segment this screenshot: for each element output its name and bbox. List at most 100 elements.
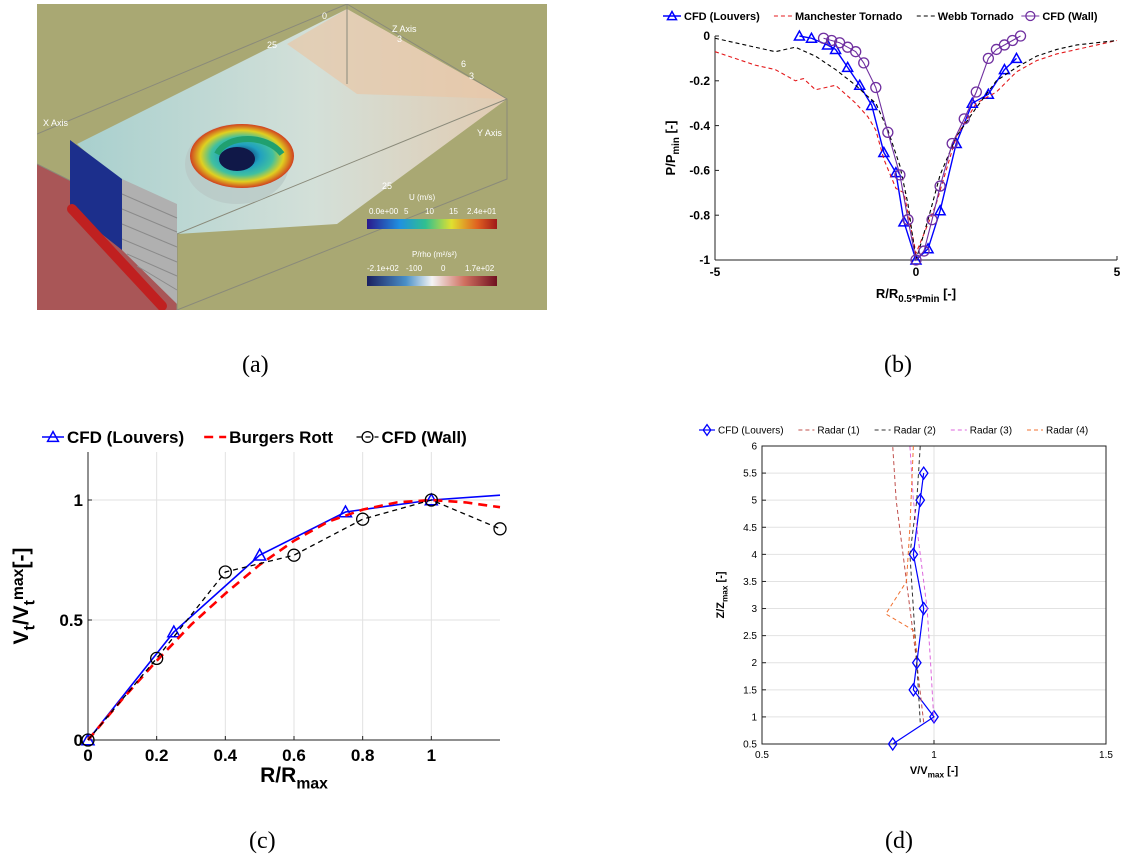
legend-label-3: Radar (3)	[970, 426, 1012, 437]
x-tick-label-4: 0.8	[351, 746, 375, 765]
series-2-point-3	[287, 548, 301, 562]
series-3-point-4	[850, 46, 862, 58]
legend-label-1: Radar (1)	[817, 426, 859, 437]
x-tick-label-3: 0.6	[282, 746, 306, 765]
series-0-point-14	[966, 96, 979, 108]
series-3-point-15	[958, 113, 970, 125]
y-tick-3: 3	[469, 71, 474, 81]
x-axis-label: X Axis	[43, 118, 69, 128]
series-0-point-15	[982, 87, 995, 99]
y-tick-label-1: 1	[751, 712, 757, 723]
x-tick-label-5: 1	[427, 746, 436, 765]
series-2-point-4	[356, 512, 370, 526]
colorbar-u-tick-2: 10	[425, 207, 434, 216]
y-tick-label-3: -0.4	[689, 119, 710, 133]
series-line-3	[823, 35, 1021, 262]
legend-label-2: CFD (Wall)	[382, 428, 467, 447]
legend-marker-0	[46, 430, 60, 443]
colorbar-u-tick-1: 5	[404, 207, 409, 216]
series-0	[80, 492, 501, 746]
legend-marker-0	[702, 423, 712, 437]
y-tick-label-3: 2	[751, 658, 757, 669]
series-0-point-2	[821, 38, 834, 50]
x-tick-label-0: 0.5	[755, 750, 769, 761]
legend-label-3: CFD (Wall)	[1042, 11, 1098, 23]
vortex-arm	[214, 136, 285, 157]
series-3-point-9	[902, 214, 914, 226]
series-0-point-10	[909, 253, 923, 265]
y-tick-label-1: 0.5	[59, 611, 83, 630]
colorbar-u	[367, 219, 497, 229]
series-line-1	[87, 498, 501, 741]
series-0-point-1	[166, 624, 182, 638]
x-tick-25-mid: 25	[382, 181, 392, 191]
series-0-point-12	[933, 204, 947, 216]
x-axis-title: R/Rmax	[260, 764, 328, 792]
legend-label-4: Radar (4)	[1046, 426, 1088, 437]
series-3-point-17	[982, 52, 995, 65]
colorbar-p-tick-1: -100	[406, 264, 423, 273]
series-3-point-8	[894, 169, 906, 181]
series-3-point-0	[817, 32, 830, 44]
series-4	[885, 445, 918, 652]
colorbar-p-tick-2: 0	[441, 264, 446, 273]
colorbar-p-tick-0: -2.1e+02	[367, 264, 399, 273]
y-tick-label-2: 1	[74, 491, 83, 510]
legend-marker-2	[361, 430, 374, 444]
grid-lines	[761, 445, 1107, 745]
series-2-point-5	[424, 493, 438, 507]
x-axis-title: R/R0.5*Pmin [-]	[876, 286, 956, 305]
grid-lines	[87, 452, 500, 741]
colorbar-u-title: U (m/s)	[409, 193, 436, 202]
chart-b-pressure-profile: -5 0 5 -1 -0.8 -0.6 -0.4 -0.2 0 R/R0.5*Pmin [-] P/…	[663, 9, 1121, 305]
z-axis-label: Z Axis	[392, 24, 417, 34]
colorbar-p-title: P/rho (m²/s²)	[412, 250, 457, 259]
series-0-point-4	[918, 601, 929, 616]
series-line-4	[885, 445, 918, 652]
series-2	[714, 37, 1118, 261]
y-axis-title: Z/Zmax [-]	[715, 571, 729, 618]
louver-slats	[121, 193, 178, 291]
x-axis-title: V/Vmax [-]	[910, 765, 959, 779]
series-0-point-13	[949, 136, 963, 149]
series-3-point-13	[934, 180, 946, 192]
panel-label-c: (c)	[249, 828, 276, 854]
y-tick-label-2: -0.6	[689, 164, 710, 178]
series-2	[909, 445, 921, 723]
x-tick-label-1: 0	[913, 265, 920, 279]
tick-labels: 0 0.2 0.4 0.6 0.8 1 0 0.5 1	[59, 491, 436, 765]
panel-label-b: (b)	[884, 352, 912, 378]
y-tick-label-4: 2.5	[743, 631, 757, 642]
legend-label-2: Radar (2)	[894, 426, 936, 437]
y-axis-title: Vt/Vtmax[-]	[10, 548, 39, 645]
y-tick-label-11: 6	[751, 442, 757, 453]
colorbar-u-tick-0: 0.0e+00	[369, 207, 399, 216]
series-3-point-10	[910, 254, 922, 266]
series-3-point-14	[946, 137, 958, 150]
series-3-point-12	[926, 214, 938, 226]
y-tick-label-5: 0	[703, 29, 710, 43]
z-tick-3: 3	[397, 34, 402, 44]
series-line-2	[909, 445, 921, 723]
legend-label-2: Webb Tornado	[938, 11, 1014, 23]
series-line-3	[909, 445, 935, 723]
series-line-2	[87, 499, 501, 741]
floor-warm-region	[287, 9, 507, 99]
x-tick-label-2: 0.4	[214, 746, 238, 765]
x-tick-label-1: 0.2	[145, 746, 169, 765]
y-tick-label-0: -1	[699, 253, 710, 267]
legend-label-0: CFD (Louvers)	[67, 428, 184, 447]
legend-label-0: CFD (Louvers)	[684, 11, 760, 23]
series-2-point-1	[150, 651, 164, 666]
cfd-domain-rendering: X Axis Y Axis Z Axis 0 3 25 25 6 3 U (m/…	[37, 4, 547, 310]
colorbar-p	[367, 276, 497, 286]
series-0-point-0	[793, 29, 806, 41]
series-line-2	[714, 37, 1118, 261]
tick-labels: 0.5 1 1.5 0.5 1 1.5 2 2.5 3 3.5 4 4.5 5 5.5 6	[743, 442, 1113, 762]
series-3-point-11	[918, 245, 930, 257]
y-tick-label-10: 5.5	[743, 469, 757, 480]
inlet-pipe	[67, 204, 167, 310]
x-tick-label-2: 1.5	[1099, 750, 1113, 761]
y-axis-title: P/Pmin [-]	[663, 121, 682, 176]
series-0-point-1	[805, 31, 818, 43]
